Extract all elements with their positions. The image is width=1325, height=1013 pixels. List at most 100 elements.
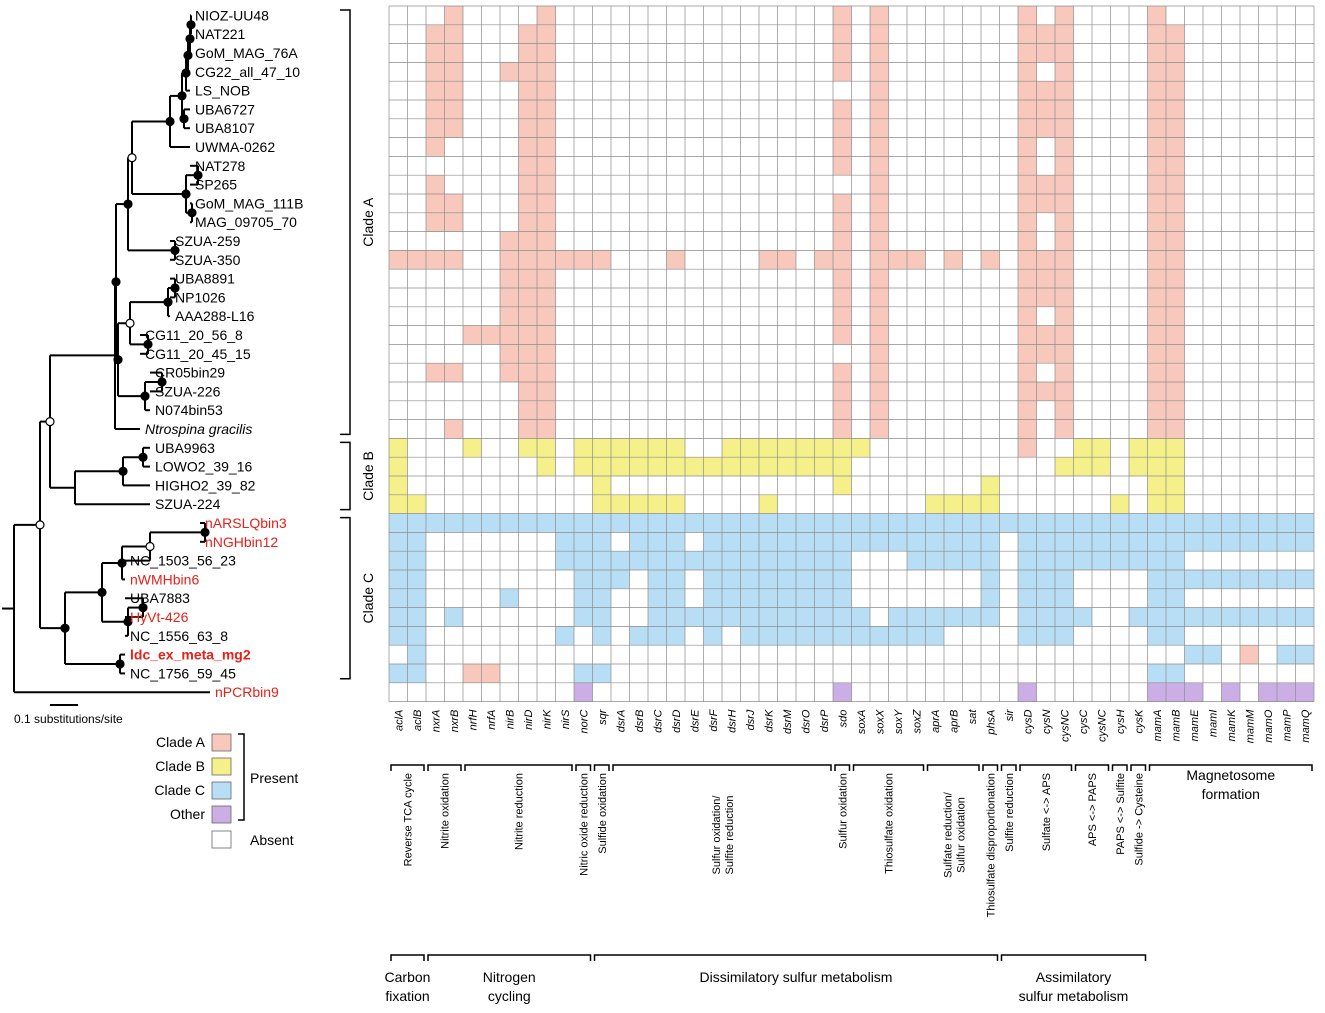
matrix-cell bbox=[1240, 62, 1259, 82]
matrix-cell bbox=[1166, 457, 1185, 476]
matrix-cell bbox=[389, 288, 408, 307]
matrix-cell bbox=[463, 250, 482, 270]
matrix-cell bbox=[1203, 645, 1222, 664]
scale-bar: 0.1 substitutions/site bbox=[14, 704, 123, 726]
matrix-cell bbox=[833, 570, 852, 589]
matrix-cell bbox=[888, 6, 907, 25]
legend-present-label: Present bbox=[250, 770, 298, 786]
matrix-cell bbox=[611, 175, 630, 194]
matrix-cell bbox=[814, 269, 833, 288]
taxon-label: MAG_09705_70 bbox=[195, 214, 297, 230]
matrix-cell bbox=[1129, 288, 1148, 307]
matrix-cell bbox=[907, 363, 926, 382]
matrix-cell bbox=[1073, 81, 1092, 100]
matrix-cell bbox=[426, 81, 445, 100]
scale-bar-label: 0.1 substitutions/site bbox=[14, 712, 123, 726]
matrix-cell bbox=[722, 306, 741, 326]
matrix-cell bbox=[1240, 457, 1259, 476]
matrix-cell bbox=[888, 607, 907, 627]
matrix-cell bbox=[999, 175, 1018, 194]
matrix-cell bbox=[1295, 682, 1314, 702]
matrix-cell bbox=[703, 570, 722, 589]
matrix-cell bbox=[537, 626, 556, 646]
function-bracket bbox=[612, 764, 832, 771]
matrix-cell bbox=[888, 156, 907, 176]
matrix-cell bbox=[1277, 118, 1296, 138]
matrix-cell bbox=[518, 551, 537, 570]
matrix-cell bbox=[592, 306, 611, 326]
matrix-cell bbox=[870, 250, 889, 270]
matrix-cell bbox=[962, 682, 981, 702]
matrix-cell bbox=[1221, 137, 1240, 157]
matrix-cell bbox=[611, 494, 630, 514]
matrix-cell bbox=[870, 551, 889, 570]
matrix-cell bbox=[444, 156, 463, 176]
matrix-cell bbox=[870, 118, 889, 138]
matrix-cell bbox=[500, 175, 519, 194]
matrix-cell bbox=[518, 194, 537, 213]
matrix-cell bbox=[907, 212, 926, 232]
clade-label: Clade C bbox=[360, 573, 376, 624]
matrix-cell bbox=[1129, 306, 1148, 326]
taxon-label: SZUA-259 bbox=[175, 233, 241, 249]
matrix-cell bbox=[666, 438, 685, 458]
matrix-cell bbox=[592, 212, 611, 232]
matrix-cell bbox=[1184, 269, 1203, 288]
matrix-cell bbox=[1277, 419, 1296, 439]
matrix-cell bbox=[481, 682, 500, 702]
function-bracket bbox=[982, 764, 999, 771]
matrix-cell bbox=[1166, 269, 1185, 288]
matrix-cell bbox=[796, 6, 815, 25]
matrix-cell bbox=[1036, 682, 1055, 702]
matrix-cell bbox=[703, 100, 722, 119]
support-node-filled bbox=[186, 20, 196, 30]
matrix-cell bbox=[925, 664, 944, 683]
matrix-cell bbox=[907, 325, 926, 345]
gene-label: nxrA bbox=[430, 710, 442, 733]
function-label: formation bbox=[1202, 786, 1260, 802]
matrix-cell bbox=[888, 212, 907, 232]
matrix-cell bbox=[759, 645, 778, 664]
matrix-cell bbox=[1036, 175, 1055, 194]
matrix-cell bbox=[740, 419, 759, 439]
matrix-cell bbox=[407, 419, 426, 439]
matrix-cell bbox=[592, 100, 611, 119]
matrix-cell bbox=[1258, 382, 1277, 401]
matrix-cell bbox=[703, 438, 722, 458]
matrix-cell bbox=[1036, 325, 1055, 345]
matrix-cell bbox=[796, 476, 815, 495]
matrix-cell bbox=[796, 118, 815, 138]
matrix-cell bbox=[1166, 100, 1185, 119]
matrix-cell bbox=[407, 231, 426, 251]
matrix-cell bbox=[1129, 419, 1148, 439]
matrix-cell bbox=[888, 476, 907, 495]
taxon-label: SZUA-226 bbox=[155, 383, 221, 399]
matrix-cell bbox=[740, 551, 759, 570]
matrix-cell bbox=[611, 419, 630, 439]
matrix-cell bbox=[648, 231, 667, 251]
matrix-cell bbox=[851, 438, 870, 458]
matrix-cell bbox=[1295, 43, 1314, 63]
matrix-cell bbox=[1184, 588, 1203, 608]
matrix-cell bbox=[1018, 212, 1037, 232]
matrix-cell bbox=[518, 24, 537, 44]
matrix-cell bbox=[1240, 382, 1259, 401]
matrix-cell bbox=[481, 457, 500, 476]
matrix-cell bbox=[1110, 137, 1129, 157]
matrix-cell bbox=[426, 400, 445, 420]
matrix-cell bbox=[1258, 551, 1277, 570]
matrix-cell bbox=[722, 231, 741, 251]
matrix-cell bbox=[629, 118, 648, 138]
matrix-cell bbox=[481, 513, 500, 533]
matrix-cell bbox=[1092, 645, 1111, 664]
matrix-cell bbox=[537, 400, 556, 420]
matrix-cell bbox=[1277, 250, 1296, 270]
matrix-cell bbox=[1055, 682, 1074, 702]
gene-label: dsrK bbox=[763, 709, 775, 732]
matrix-cell bbox=[389, 306, 408, 326]
matrix-cell bbox=[999, 363, 1018, 382]
matrix-cell bbox=[1055, 513, 1074, 533]
matrix-cell bbox=[1036, 156, 1055, 176]
matrix-cell bbox=[740, 570, 759, 589]
